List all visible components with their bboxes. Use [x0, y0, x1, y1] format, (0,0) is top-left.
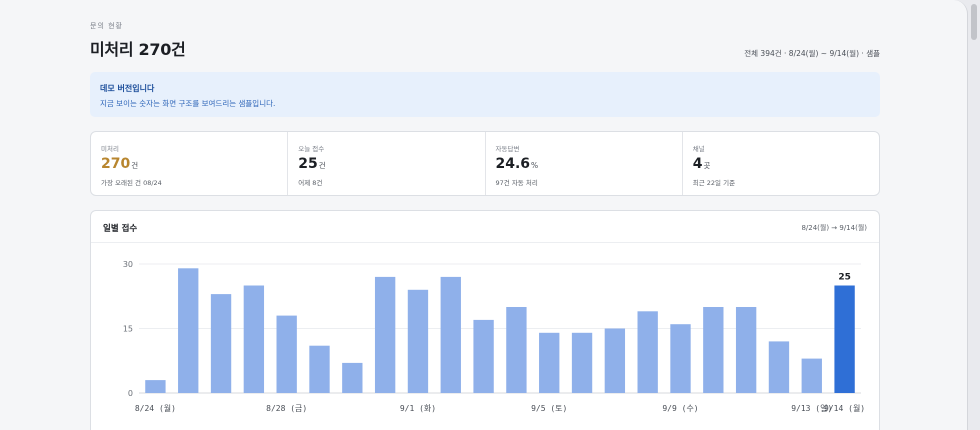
stat-channels: 채널 4곳 최근 22일 기준 [683, 132, 879, 195]
x-tick-label: 9/14 (월) [824, 403, 865, 413]
stat-number: 270 [101, 156, 131, 172]
bar [637, 311, 658, 393]
bar [604, 328, 626, 393]
stat-label: 미처리 [101, 145, 119, 153]
stat-sub: 97건 자동 처리 [495, 179, 538, 187]
bar [374, 276, 396, 393]
bar [703, 307, 724, 393]
stat-unit: 곳 [703, 161, 711, 170]
chart-title: 일별 접수 [103, 224, 138, 234]
daily-chart-card: 일별 접수 8/24(월) → 9/14(월) 0 15 30 25 8/24 (월) 8… [90, 210, 880, 430]
page-title: 미처리 270건 [90, 40, 186, 59]
page-eyebrow: 문의 현황 [90, 22, 123, 30]
bar [801, 358, 822, 393]
stat-label: 채널 [692, 145, 705, 153]
bar [243, 285, 265, 393]
chart-range: 8/24(월) → 9/14(월) [801, 224, 867, 232]
stat-value: 25건 [298, 156, 325, 172]
stat-value: 270건 [101, 156, 138, 172]
x-tick-label: 8/28 (금) [266, 404, 307, 413]
page-meta: 전체 394건 · 8/24(월) ~ 9/14(월) · 샘플 [744, 49, 880, 58]
stat-number: 25 [298, 156, 318, 172]
stat-unit: 건 [131, 161, 139, 170]
bar [539, 332, 560, 393]
bar [178, 268, 199, 393]
stat-sub: 가장 오래된 건 08/24 [101, 179, 162, 187]
notice-title: 데모 버전입니다 [100, 84, 155, 93]
daily-bar-chart: 0 15 30 25 8/24 (월) 8/28 (금) 9/1 (화) 9/5 (토) 9/9… [123, 260, 865, 413]
scrollbar-thumb[interactable] [971, 4, 977, 40]
bar [342, 362, 363, 393]
data-label: 25 [838, 273, 851, 283]
bar [506, 307, 527, 393]
x-tick-label: 9/13 (일) [791, 404, 832, 413]
stat-number: 4 [692, 156, 703, 172]
x-tick-label: 8/24 (월) [135, 403, 176, 413]
stat-auto-reply: 자동답변 24.6% 97건 자동 처리 [486, 132, 683, 195]
stats-panel: 미처리 270건 가장 오래된 건 08/24 오늘 접수 25건 어제 8건 … [90, 131, 880, 196]
bar [768, 341, 790, 393]
stat-label: 자동답변 [495, 145, 520, 153]
stat-today: 오늘 접수 25건 어제 8건 [288, 132, 486, 195]
bar [210, 294, 232, 393]
stat-number: 24.6 [495, 156, 531, 172]
stat-value: 24.6% [496, 156, 539, 172]
bar [440, 276, 461, 393]
y-tick-label: 30 [123, 260, 133, 269]
bar [735, 307, 757, 393]
stat-unit: 건 [318, 161, 326, 170]
stat-unit: % [531, 161, 539, 170]
stat-unprocessed: 미처리 270건 가장 오래된 건 08/24 [91, 132, 289, 195]
notice-description: 지금 보이는 숫자는 화면 구조를 보여드리는 샘플입니다. [100, 99, 276, 108]
bar [407, 289, 429, 393]
bar [834, 285, 855, 393]
bar [670, 324, 691, 393]
bar [145, 380, 166, 393]
bar [571, 332, 593, 393]
stat-sub: 최근 22일 기준 [692, 179, 736, 187]
x-tick-label: 9/5 (토) [531, 404, 567, 413]
bar [473, 319, 494, 393]
chart-header: 일별 접수 8/24(월) → 9/14(월) [91, 211, 879, 243]
bar [276, 315, 297, 393]
stat-sub: 어제 8건 [298, 179, 323, 187]
bar [309, 345, 330, 393]
y-tick-label: 0 [128, 389, 133, 398]
x-tick-label: 9/9 (수) [662, 404, 698, 413]
demo-notice: 데모 버전입니다 지금 보이는 숫자는 화면 구조를 보여드리는 샘플입니다. [90, 72, 880, 117]
x-tick-label: 9/1 (화) [400, 404, 436, 413]
stat-label: 오늘 접수 [298, 145, 325, 153]
stat-value: 4곳 [693, 156, 711, 172]
y-tick-label: 15 [123, 325, 133, 334]
